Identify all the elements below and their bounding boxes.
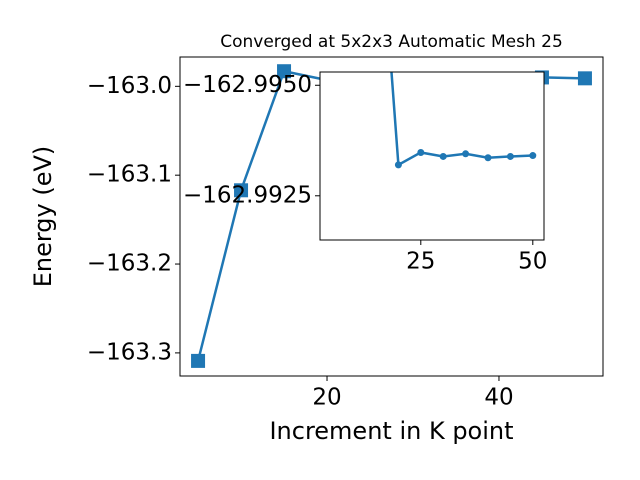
y-tick-label: −163.1 [87,162,172,188]
marker [394,161,402,169]
y-tick-label: −163.0 [87,73,172,99]
marker [462,150,470,158]
x-tick-label: 40 [484,385,513,411]
series-line [390,72,533,167]
marker [277,64,292,79]
y-tick-label: −162.9925 [183,182,312,208]
x-tick-label: 25 [406,249,435,275]
marker [439,152,447,160]
x-tick-label: 50 [518,249,547,275]
axes-frame [179,56,604,377]
marker [191,353,206,368]
y-tick-label: −163.3 [87,339,172,365]
x-axis-label: Increment in K point [269,417,513,445]
marker [417,148,425,156]
y-tick-label: −162.9950 [183,72,312,98]
marker [577,71,592,86]
plot-content [390,72,537,169]
x-tick-label: 20 [312,385,341,411]
marker [506,152,514,160]
y-axis-label: Energy (eV) [29,146,57,288]
axes-frame [319,71,545,241]
marker [484,154,492,162]
marker [234,183,249,198]
marker [529,152,537,160]
chart-title: Converged at 5x2x3 Automatic Mesh 25 [220,32,563,52]
y-tick-label: −163.2 [87,251,172,277]
